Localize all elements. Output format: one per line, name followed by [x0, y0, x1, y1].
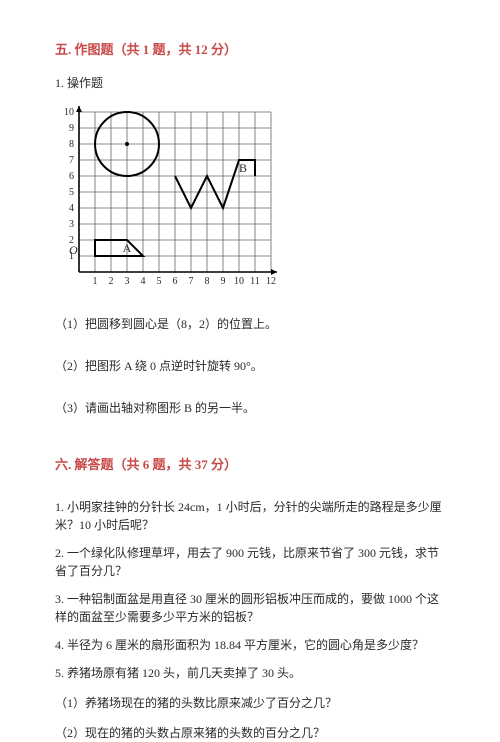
svg-text:9: 9	[221, 276, 226, 287]
s6-q1: 1. 小明家挂钟的分针长 24cm，1 小时后，分针的尖端所走的路程是多少厘米？…	[55, 498, 445, 534]
svg-text:10: 10	[234, 276, 244, 287]
s5-sub1: （1）把圆移到圆心是（8，2）的位置上。	[55, 315, 445, 333]
svg-text:2: 2	[109, 276, 114, 287]
figure-container: 12345678910111212345678910OAB	[55, 102, 445, 297]
svg-text:9: 9	[69, 123, 74, 134]
svg-text:3: 3	[69, 219, 74, 230]
s6-q5-sub2: （2）现在的猪的头数占原来猪的头数的百分之几？	[55, 724, 445, 742]
svg-text:B: B	[239, 161, 247, 175]
s6-q2: 2. 一个绿化队修理草坪，用去了 900 元钱，比原来节省了 300 元钱，求节…	[55, 544, 445, 580]
q1-label: 1. 操作题	[55, 74, 445, 92]
svg-text:8: 8	[205, 276, 210, 287]
svg-text:6: 6	[173, 276, 178, 287]
svg-text:A: A	[123, 241, 132, 255]
svg-text:4: 4	[141, 276, 146, 287]
s5-sub2: （2）把图形 A 绕 0 点逆时针旋转 90°。	[55, 357, 445, 375]
svg-text:10: 10	[64, 107, 74, 118]
s6-q3: 3. 一种铝制面盆是用直径 30 厘米的圆形铝板冲压而成的，要做 1000 个这…	[55, 590, 445, 626]
svg-text:11: 11	[250, 276, 260, 287]
s6-q4: 4. 半径为 6 厘米的扇形面积为 18.84 平方厘米，它的圆心角是多少度？	[55, 636, 445, 654]
s5-sub3: （3）请画出轴对称图形 B 的另一半。	[55, 399, 445, 417]
section5-title: 五. 作图题（共 1 题，共 12 分）	[55, 40, 445, 60]
svg-text:O: O	[69, 243, 78, 257]
svg-text:1: 1	[93, 276, 98, 287]
svg-text:12: 12	[266, 276, 276, 287]
svg-text:8: 8	[69, 139, 74, 150]
svg-text:7: 7	[189, 276, 194, 287]
svg-text:6: 6	[69, 171, 74, 182]
svg-text:3: 3	[125, 276, 130, 287]
grid-figure: 12345678910111212345678910OAB	[55, 102, 285, 292]
s6-q5-sub1: （1）养猪场现在的猪的头数比原来减少了百分之几？	[55, 694, 445, 712]
svg-text:5: 5	[157, 276, 162, 287]
section6-title: 六. 解答题（共 6 题，共 37 分）	[55, 455, 445, 475]
s6-q5: 5. 养猪场原有猪 120 头，前几天卖掉了 30 头。	[55, 664, 445, 682]
svg-text:5: 5	[69, 187, 74, 198]
svg-text:4: 4	[69, 203, 74, 214]
svg-text:7: 7	[69, 155, 74, 166]
